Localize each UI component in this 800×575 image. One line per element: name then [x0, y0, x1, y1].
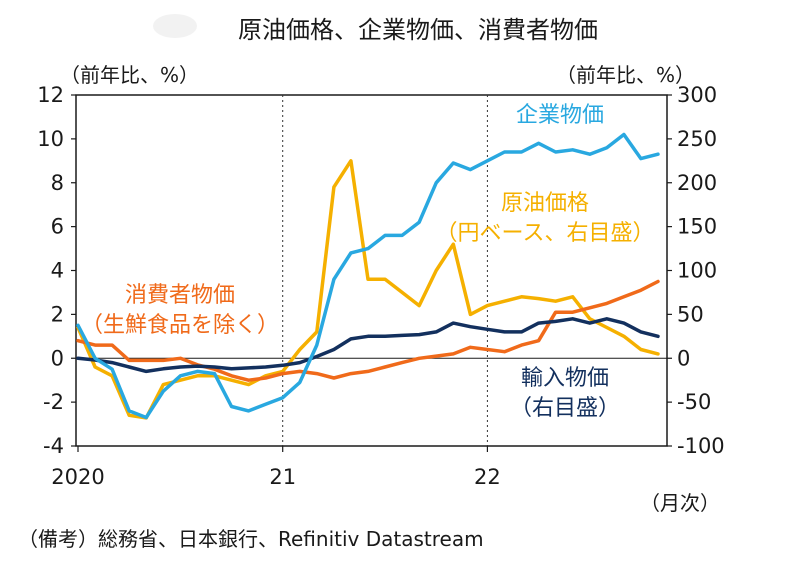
right-tick-label: -50 [677, 390, 711, 414]
x-axis-unit-label: （月次） [640, 491, 720, 515]
series-label: 原油価格 [501, 191, 589, 216]
right-tick-label: 0 [677, 346, 690, 370]
series-lines [76, 132, 660, 420]
right-tick-label: 50 [677, 302, 704, 326]
left-axis-ticks: -4 -2 0 2 4 6 8 10 12 [37, 83, 76, 458]
right-tick-label: 200 [677, 171, 717, 195]
left-tick-label: -4 [43, 434, 64, 458]
left-tick-label: 10 [37, 127, 64, 151]
right-tick-label: 100 [677, 259, 717, 283]
series-line [76, 317, 660, 374]
right-tick-label: 150 [677, 215, 717, 239]
series-label: 消費者物価 [125, 283, 235, 308]
left-tick-label: 0 [51, 346, 64, 370]
left-tick-label: -2 [43, 390, 64, 414]
series-label: （生鮮食品を除く） [81, 313, 279, 338]
series-label: 輸入物価 [521, 366, 609, 391]
series-label: （右目盛） [510, 396, 620, 421]
left-axis-unit-label: （前年比、%） [60, 63, 199, 87]
left-tick-label: 8 [51, 171, 64, 195]
series-label: 企業物価 [516, 103, 604, 128]
right-tick-label: -100 [677, 434, 725, 458]
left-tick-label: 12 [37, 83, 64, 107]
right-tick-label: 300 [677, 83, 717, 107]
x-tick-label: 21 [269, 465, 296, 489]
vertical-grid-lines [282, 95, 488, 446]
plot-area-frame [75, 94, 668, 447]
left-tick-label: 6 [51, 215, 64, 239]
x-axis-ticks: 2020 21 22 [51, 446, 501, 489]
series-label: （円ベース、右目盛） [436, 221, 655, 246]
right-tick-label: 250 [677, 127, 717, 151]
source-note: （備考）総務省、日本銀行、Refinitiv Datastream [18, 527, 484, 551]
series-line [76, 132, 660, 420]
x-tick-label: 22 [474, 465, 501, 489]
right-axis-ticks: -100 -50 0 50 100 150 200 250 300 [667, 83, 725, 458]
series-line [76, 279, 660, 382]
title-decoration-icon [153, 14, 197, 38]
left-tick-label: 2 [51, 302, 64, 326]
right-axis-unit-label: （前年比、%） [556, 63, 695, 87]
chart-title: 原油価格、企業物価、消費者物価 [238, 16, 598, 44]
left-tick-label: 4 [51, 259, 64, 283]
x-tick-label: 2020 [51, 465, 104, 489]
